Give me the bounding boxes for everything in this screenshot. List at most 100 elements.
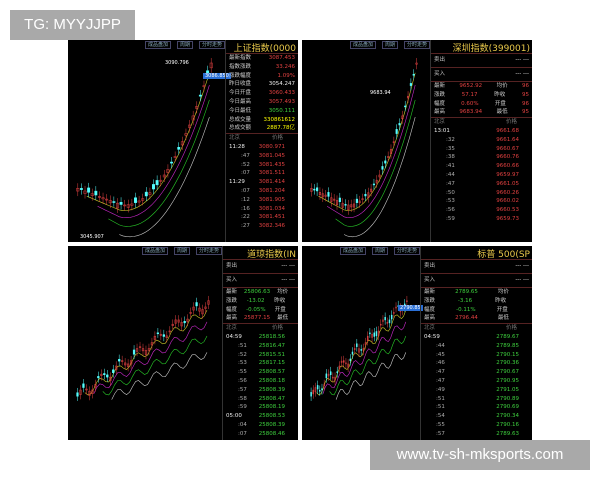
candle: [207, 300, 210, 305]
chart-canvas: [76, 57, 213, 238]
candle: [195, 302, 198, 307]
quote-value: 2796.44: [455, 315, 478, 322]
tick-row: :12 3081.905: [241, 196, 285, 203]
candle: [204, 306, 207, 309]
candle: [168, 330, 171, 333]
index-title: 深圳指数(399001): [431, 40, 532, 54]
order-label: 买入: [226, 277, 238, 283]
candle: [174, 319, 177, 324]
tick-row: :59 9659.73: [446, 215, 519, 222]
tick-row: :35 9660.67: [446, 145, 519, 152]
moving-average-line: [326, 85, 416, 219]
candle: [138, 346, 142, 348]
candle: [334, 376, 336, 381]
quote-value: -3.16: [457, 297, 473, 304]
chart-toolbar: 成品盘加 周期 分时走势: [142, 247, 228, 255]
moving-average-line: [316, 309, 407, 396]
candle: [150, 342, 154, 346]
stat-label: 总成交额: [229, 125, 252, 132]
toolbar-button[interactable]: 周期: [382, 41, 399, 49]
stat-label: 今日开盘: [229, 90, 252, 97]
toolbar-button[interactable]: 分时走势: [394, 247, 421, 255]
candle: [170, 161, 173, 164]
toolbar-button[interactable]: 分时走势: [199, 41, 226, 49]
quote-label: 最高: [226, 315, 238, 322]
order-value: --- ---: [281, 263, 295, 269]
candle: [332, 376, 334, 379]
moving-average-line: [335, 99, 416, 227]
toolbar-button[interactable]: 周期: [372, 247, 389, 255]
toolbar-button[interactable]: 周期: [177, 41, 194, 49]
quote-row: 幅度 -0.11% 开盘: [421, 306, 532, 315]
candle: [129, 360, 133, 365]
toolbar-button[interactable]: 成品盘加: [142, 247, 169, 255]
candle: [209, 62, 213, 69]
candlestick-chart[interactable]: 成品盘加 周期 分时走势 9683.94: [302, 40, 431, 242]
candlestick-chart[interactable]: 成品盘加 周期 分时走势: [68, 246, 223, 440]
order-row: 买入 --- ---: [431, 68, 532, 82]
order-value: --- ---: [515, 57, 529, 63]
index-title: 标普 500(SP: [421, 246, 532, 260]
candle: [386, 322, 389, 324]
tick-row: :27 3082.346: [241, 223, 285, 230]
candle: [132, 349, 136, 355]
candle: [134, 197, 137, 203]
toolbar-button[interactable]: 成品盘加: [145, 41, 172, 49]
tick-row: :51 2790.89: [436, 395, 519, 402]
candle: [119, 202, 123, 205]
quote-label: 昨收: [274, 297, 286, 304]
candle: [91, 389, 94, 394]
stat-value: 3054.247: [268, 81, 295, 88]
candle: [351, 351, 354, 355]
candle: [192, 306, 195, 311]
quote-value: 0.60%: [461, 100, 479, 107]
candle: [327, 192, 330, 197]
toolbar-button[interactable]: 分时走势: [196, 247, 223, 255]
candle: [105, 198, 109, 201]
tick-row: :47 3081.045: [241, 152, 285, 159]
toolbar-button[interactable]: 周期: [174, 247, 191, 255]
tick-row: :07 3081.204: [241, 187, 285, 194]
candle: [319, 390, 321, 392]
candle: [375, 331, 378, 337]
toolbar-button[interactable]: 成品盘加: [350, 41, 377, 49]
moving-average-line: [119, 117, 210, 238]
moving-average-line: [343, 117, 416, 238]
candle: [338, 365, 341, 369]
candle: [341, 202, 344, 208]
candlestick-chart[interactable]: 成品盘加 周期 分时走势 3090.796 3086.850 3045.907: [68, 40, 231, 242]
moving-average-line: [322, 321, 407, 394]
quote-value: 9683.94: [459, 109, 483, 116]
candlestick-chart[interactable]: 成品盘加 周期 分时走势 2790.85: [302, 246, 423, 440]
stat-label: 总成交量: [229, 116, 252, 123]
candle: [356, 343, 358, 347]
tick-row: :04 25808.39: [238, 421, 285, 428]
stat-value: 2887.78亿: [266, 125, 295, 132]
candle: [393, 312, 395, 314]
candle: [381, 166, 384, 170]
quote-label: 最新: [226, 289, 238, 295]
candle: [123, 204, 127, 207]
quote-label: 最低: [496, 109, 508, 116]
candle: [85, 388, 88, 391]
index-title: 上证指数(0000: [226, 40, 298, 54]
candle: [318, 192, 322, 196]
quote-value: 95: [522, 109, 529, 116]
candle: [189, 312, 192, 314]
candle: [126, 363, 130, 367]
candle: [94, 384, 97, 388]
candle: [333, 198, 336, 201]
candle: [162, 174, 166, 178]
candle: [378, 174, 381, 178]
tick-row: 05:00 25808.53: [226, 413, 285, 420]
toolbar-button[interactable]: 分时走势: [404, 41, 431, 49]
tick-row: :59 25808.19: [238, 404, 285, 411]
toolbar-button[interactable]: 成品盘加: [340, 247, 367, 255]
candle: [159, 333, 163, 336]
candle: [186, 318, 189, 322]
candle: [349, 358, 352, 362]
stat-row: 总成交额 2887.78亿: [226, 124, 298, 133]
candle: [188, 124, 192, 128]
candle: [330, 197, 333, 202]
candle: [404, 105, 407, 108]
